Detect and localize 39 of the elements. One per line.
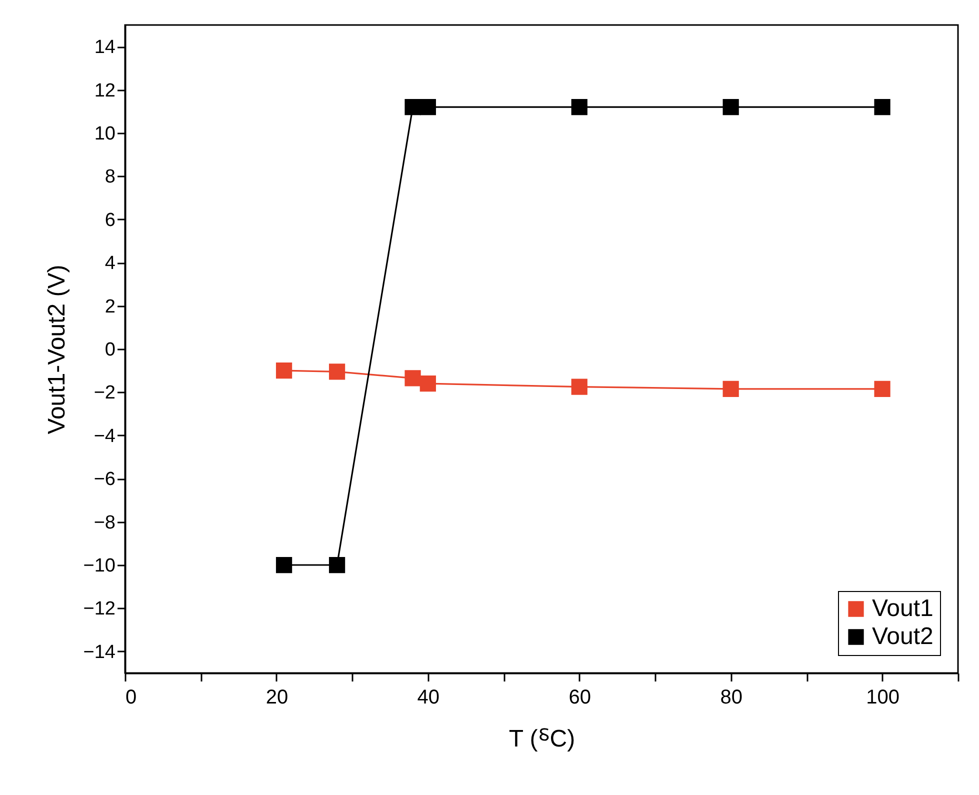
x-tick-label: 40 bbox=[417, 686, 440, 708]
x-tick-label: 60 bbox=[568, 686, 591, 708]
point bbox=[404, 370, 421, 386]
y-axis-title: Vout1-Vout2 (V) bbox=[43, 264, 70, 434]
x-tick-label: 0 bbox=[126, 686, 137, 708]
y-tick-label: −6 bbox=[94, 469, 116, 490]
y-tick-label: 2 bbox=[104, 296, 116, 318]
y-tick-label: −12 bbox=[83, 598, 116, 620]
y-tick-label: 14 bbox=[94, 37, 116, 58]
point bbox=[276, 362, 292, 379]
y-tick-label: 10 bbox=[94, 124, 116, 144]
x-tick-label: 20 bbox=[266, 686, 288, 708]
point bbox=[420, 376, 436, 392]
point bbox=[722, 99, 739, 116]
y-tick-label: 12 bbox=[94, 80, 116, 102]
point bbox=[328, 364, 346, 380]
y-tick-label: 0 bbox=[104, 340, 116, 360]
point bbox=[328, 556, 346, 574]
point bbox=[571, 99, 588, 116]
y-tick-label: −8 bbox=[94, 512, 116, 534]
legend-label: Vout1 bbox=[872, 595, 934, 622]
point bbox=[874, 99, 890, 116]
legend-label: Vout2 bbox=[872, 623, 934, 650]
y-tick-label: −4 bbox=[94, 426, 116, 447]
point bbox=[874, 380, 890, 398]
y-tick-label: 8 bbox=[104, 166, 116, 188]
x-tick-label: 100 bbox=[866, 686, 900, 708]
y-tick-label: −10 bbox=[83, 556, 116, 576]
y-tick-label: 4 bbox=[104, 253, 116, 274]
y-tick-label: 6 bbox=[104, 210, 116, 231]
point bbox=[571, 378, 588, 395]
y-tick-label: −14 bbox=[83, 642, 116, 663]
point bbox=[420, 99, 436, 116]
y-tick-label: −2 bbox=[94, 382, 116, 404]
point bbox=[276, 556, 292, 574]
x-axis-title: T (⸹C) bbox=[508, 726, 576, 752]
point bbox=[722, 380, 739, 398]
point bbox=[404, 99, 421, 116]
x-tick-label: 80 bbox=[720, 686, 742, 708]
